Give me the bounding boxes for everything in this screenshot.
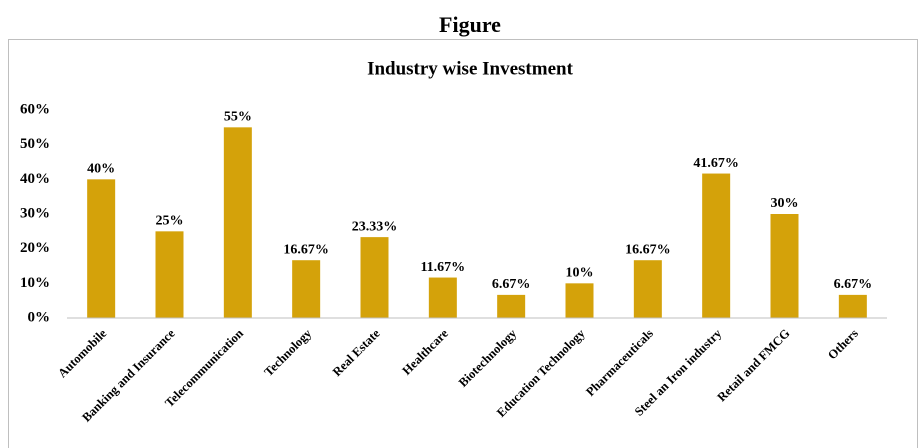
y-tick-label: 0%: [28, 309, 51, 325]
y-tick-label: 30%: [20, 205, 50, 221]
bar: [702, 173, 731, 318]
x-tick-label: Real Estate: [330, 326, 383, 379]
bar: [497, 294, 526, 318]
y-tick-label: 40%: [20, 171, 50, 187]
bar: [155, 231, 184, 318]
data-label: 25%: [156, 214, 184, 229]
bar: [770, 214, 799, 318]
bar: [838, 294, 867, 318]
data-label: 40%: [87, 162, 115, 177]
data-label: 16.67%: [625, 242, 671, 257]
bar: [565, 283, 594, 318]
bar: [87, 179, 116, 318]
data-label: 6.67%: [492, 277, 531, 292]
data-label: 16.67%: [283, 242, 329, 257]
x-tick-label: Others: [825, 326, 861, 362]
y-tick-label: 50%: [20, 136, 50, 152]
bar: [292, 260, 321, 318]
data-label: 30%: [771, 196, 799, 211]
data-label: 6.67%: [834, 277, 873, 292]
y-tick-label: 60%: [20, 101, 50, 117]
x-tick-label: Healthcare: [400, 326, 452, 378]
data-label: 10%: [566, 266, 594, 281]
x-tick-label: Technology: [262, 326, 315, 379]
chart-title: Industry wise Investment: [367, 58, 574, 79]
chart-border: [8, 39, 918, 448]
bar: [633, 260, 662, 318]
bar: [223, 127, 252, 318]
x-tick-label: Automobile: [55, 326, 109, 380]
figure-title: Figure: [439, 12, 501, 37]
x-tick-label: Retail and FMCG: [714, 326, 792, 404]
bar: [360, 237, 389, 318]
data-label: 11.67%: [420, 260, 465, 275]
data-label: 23.33%: [352, 219, 398, 234]
data-label: 41.67%: [693, 156, 739, 171]
y-tick-label: 20%: [20, 240, 50, 256]
data-label: 55%: [224, 110, 252, 125]
bar: [428, 277, 457, 318]
y-tick-label: 10%: [20, 275, 50, 291]
x-tick-label: Biotechnology: [456, 326, 520, 390]
x-tick-label: Pharmaceuticals: [583, 326, 656, 399]
